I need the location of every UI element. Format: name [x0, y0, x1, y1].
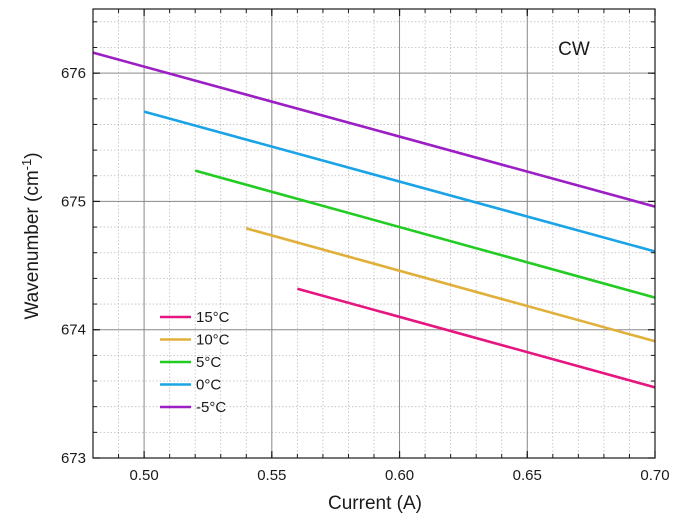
- y-axis-title-superscript: -1: [19, 159, 34, 171]
- x-tick-labels: 0.50 0.55 0.60 0.65 0.70: [129, 467, 669, 484]
- legend-label-4: -5°C: [196, 399, 226, 416]
- series-line-1: [245, 227, 656, 343]
- series-line-3: [143, 110, 656, 253]
- x-tick-label: 0.70: [640, 467, 669, 484]
- y-tick-label: 673: [61, 450, 86, 467]
- y-tick-label: 676: [61, 65, 86, 82]
- y-tick-label: 674: [61, 322, 86, 339]
- cw-annotation: CW: [558, 39, 590, 60]
- x-tick-label: 0.60: [385, 467, 414, 484]
- series-line-0: [297, 287, 656, 389]
- y-axis-title: Wavenumber (cm-1): [19, 152, 43, 319]
- series-layer: [92, 51, 656, 389]
- y-tick-label: 675: [61, 193, 86, 210]
- legend: 15°C 10°C 5°C 0°C -5°C: [160, 309, 230, 416]
- legend-label-1: 10°C: [196, 332, 230, 349]
- y-axis-title-tail: ): [22, 152, 43, 158]
- major-grid: [93, 9, 655, 458]
- x-axis-title: Current (A): [328, 493, 422, 514]
- axis-ticks: [93, 9, 656, 459]
- legend-label-0: 15°C: [196, 309, 230, 326]
- legend-label-3: 0°C: [196, 377, 221, 394]
- series-line-2: [194, 169, 656, 299]
- y-axis-title-main: Wavenumber (cm: [22, 170, 43, 319]
- x-tick-label: 0.50: [129, 467, 158, 484]
- series-line-4: [92, 51, 656, 208]
- legend-label-2: 5°C: [196, 354, 221, 371]
- x-tick-label: 0.55: [257, 467, 286, 484]
- y-tick-labels: 673 674 675 676: [61, 65, 86, 467]
- x-tick-label: 0.65: [513, 467, 542, 484]
